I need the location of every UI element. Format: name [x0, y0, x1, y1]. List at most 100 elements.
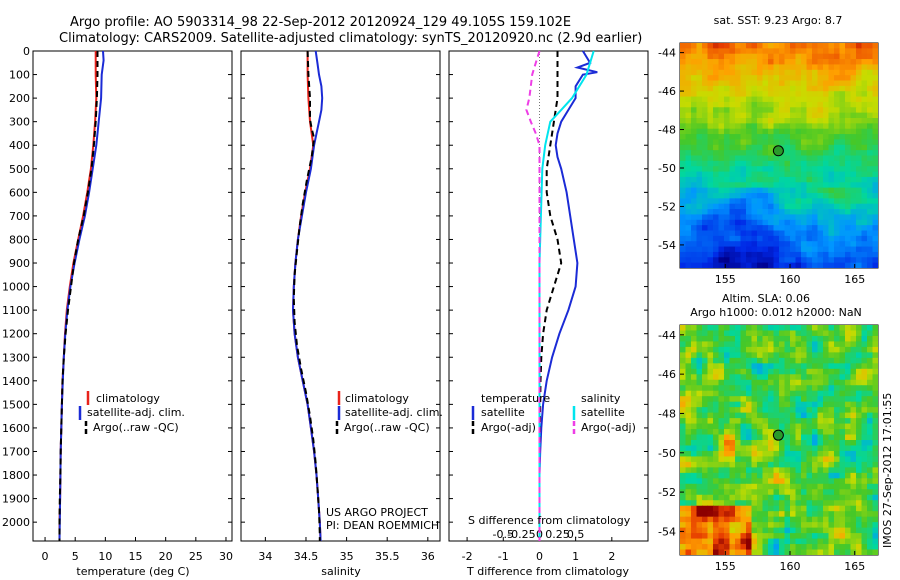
map-cell: [707, 64, 714, 71]
map-cell: [850, 341, 857, 348]
map-cell: [740, 155, 747, 162]
map-cell: [757, 257, 764, 264]
map-cell: [839, 325, 846, 332]
map-cell: [729, 85, 736, 92]
legend-label-s-argo: Argo(-adj): [581, 421, 636, 434]
map-cell: [746, 505, 753, 512]
map-cell: [696, 352, 703, 359]
y-tick-label: 1500: [2, 398, 30, 411]
map-cell: [856, 246, 863, 253]
map-cell: [784, 160, 791, 167]
map-cell: [823, 357, 830, 364]
map-cell: [691, 241, 698, 248]
map-cell: [762, 527, 769, 534]
map-cell: [839, 251, 846, 258]
map-cell: [872, 214, 878, 221]
map-cell: [784, 341, 791, 348]
map-cell: [691, 467, 698, 474]
map-cell: [784, 112, 791, 119]
map-cell: [795, 407, 802, 414]
map-cell: [784, 379, 791, 386]
map-cell: [768, 166, 775, 173]
map-cell: [801, 385, 808, 392]
map-cell: [768, 489, 775, 496]
map-cell: [768, 390, 775, 397]
map-cell: [806, 544, 813, 551]
map-cell: [801, 128, 808, 135]
map-cell: [806, 368, 813, 375]
map-cell: [740, 48, 747, 55]
map-cell: [828, 374, 835, 381]
map-cell: [729, 418, 736, 425]
map-cell: [751, 330, 758, 337]
map-cell: [784, 75, 791, 82]
map-cell: [795, 325, 802, 332]
map-cell: [872, 401, 878, 408]
map-cell: [691, 335, 698, 343]
map-cell: [718, 385, 725, 392]
map-cell: [757, 198, 764, 205]
x-tick-label: 0: [42, 550, 49, 563]
map-cell: [773, 193, 780, 199]
map-cell: [773, 112, 780, 119]
map-cell: [724, 96, 731, 103]
map-cell: [718, 48, 725, 55]
map-cell: [691, 368, 698, 375]
map-cell: [691, 176, 698, 183]
map-cell: [828, 257, 835, 264]
map-cell: [768, 150, 775, 157]
map-cell: [817, 423, 824, 430]
map-cell: [691, 450, 698, 458]
map-cell: [812, 187, 819, 194]
map-cell: [817, 144, 824, 151]
map-cell: [834, 335, 841, 343]
map-cell: [691, 203, 698, 210]
map-cell: [713, 445, 720, 452]
map-cell: [685, 423, 692, 430]
map-cell: [740, 412, 747, 419]
map-cell: [768, 219, 775, 226]
map-cell: [707, 155, 714, 162]
map-cell: [850, 241, 857, 248]
map-cell: [861, 549, 868, 555]
map-cell: [779, 134, 786, 141]
map-cell: [861, 75, 868, 82]
map-cell: [817, 325, 824, 332]
map-cell: [685, 230, 692, 237]
map-cell: [718, 166, 725, 173]
map-cell: [702, 246, 709, 253]
map-cell: [790, 69, 797, 76]
map-cell: [795, 516, 802, 523]
map-cell: [850, 43, 857, 49]
map-cell: [696, 134, 703, 141]
map-cell: [828, 440, 835, 447]
x-tick-label: 34: [258, 550, 272, 563]
map-cell: [790, 214, 797, 221]
map-cell: [784, 96, 791, 103]
map-cell: [795, 489, 802, 496]
map-cell: [834, 59, 841, 66]
map-cell: [724, 357, 731, 364]
map-cell: [812, 335, 819, 343]
map-cell: [867, 118, 874, 124]
map-cell: [702, 374, 709, 381]
y-tick-label: 100: [9, 69, 30, 82]
map-cell: [790, 171, 797, 178]
map-cell: [850, 230, 857, 237]
map-cell: [751, 123, 758, 130]
map-cell: [762, 48, 769, 55]
map-cell: [762, 325, 769, 332]
map-cell: [795, 107, 802, 114]
map-cell: [746, 478, 753, 485]
map-cell: [691, 91, 698, 98]
sst-map-title: sat. SST: 9.23 Argo: 8.7: [714, 14, 843, 27]
map-cell: [729, 346, 736, 353]
map-cell: [817, 533, 824, 540]
map-cell: [850, 107, 857, 114]
map-cell: [839, 396, 846, 403]
map-cell: [795, 363, 802, 370]
map-cell: [740, 112, 747, 119]
map-cell: [691, 262, 698, 268]
map-cell: [856, 434, 863, 441]
